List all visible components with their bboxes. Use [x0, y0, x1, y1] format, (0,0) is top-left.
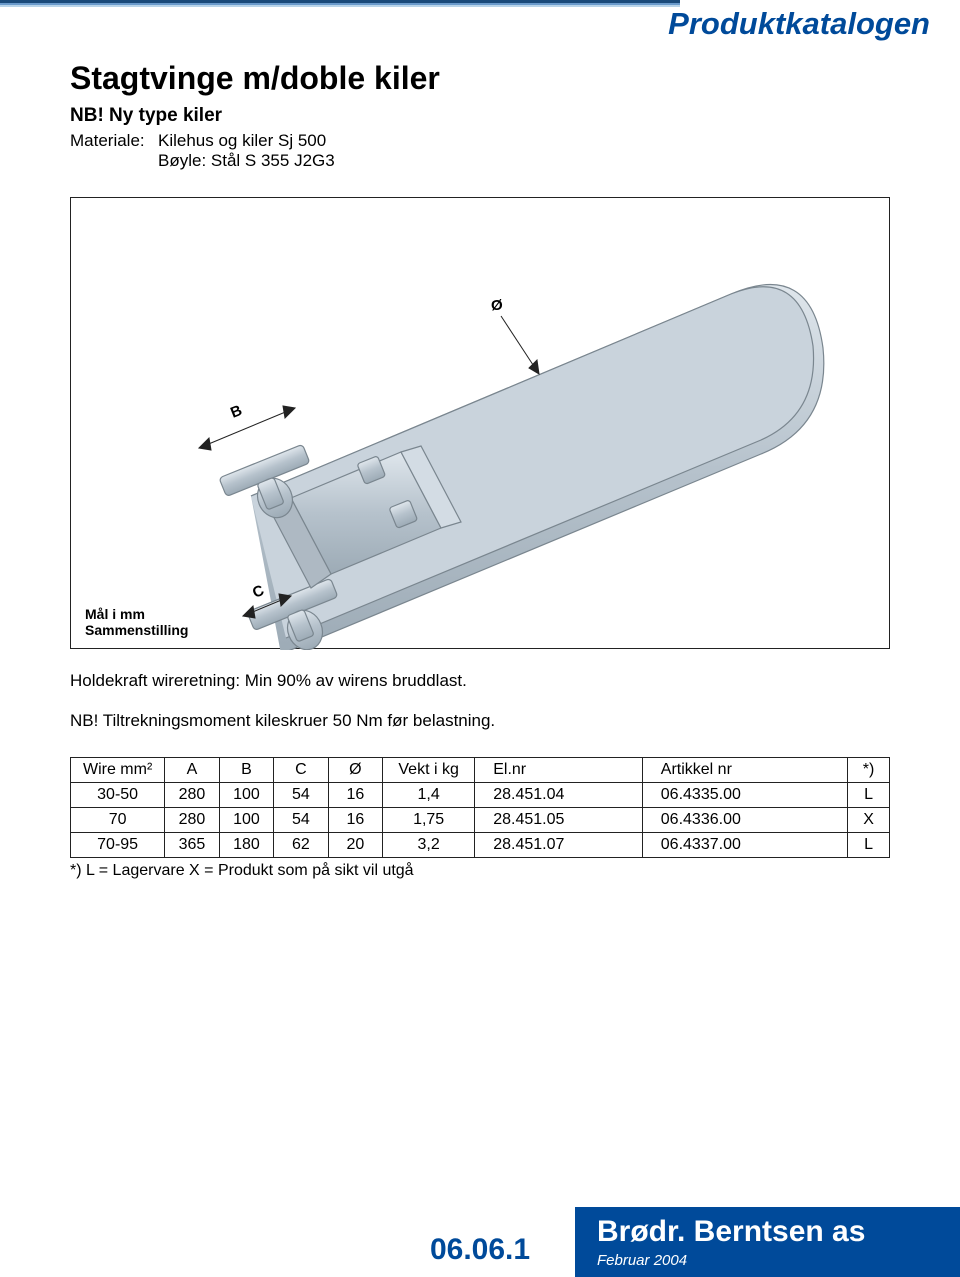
- table-row: 30-50 280 100 54 16 1,4 28.451.04 06.433…: [71, 783, 890, 808]
- footer-company: Brødr. Berntsen as: [575, 1207, 960, 1249]
- col-header-a: A: [165, 758, 219, 783]
- product-title: Stagtvinge m/doble kiler: [70, 60, 890, 97]
- col-header-c: C: [274, 758, 328, 783]
- dim-label-b: B: [228, 402, 245, 422]
- col-header-o: Ø: [328, 758, 382, 783]
- material-label: Materiale:: [70, 131, 158, 151]
- col-header-wire: Wire mm²: [71, 758, 165, 783]
- col-header-b: B: [219, 758, 273, 783]
- col-header-elnr: El.nr: [475, 758, 643, 783]
- bar-light: [0, 5, 680, 7]
- table-footnote: *) L = Lagervare X = Produkt som på sikt…: [70, 862, 890, 880]
- tiltrek-note: NB! Tiltrekningsmoment kileskruer 50 Nm …: [70, 711, 890, 731]
- material-block: Materiale: Kilehus og kiler Sj 500 Bøyle…: [70, 131, 890, 171]
- table-header-row: Wire mm² A B C Ø Vekt i kg El.nr Artikke…: [71, 758, 890, 783]
- dim-label-o: Ø: [491, 297, 503, 314]
- spec-table: Wire mm² A B C Ø Vekt i kg El.nr Artikke…: [70, 757, 890, 858]
- dim-label-c: C: [250, 582, 267, 602]
- catalog-title: Produktkatalogen: [668, 6, 930, 42]
- col-header-art: Artikkel nr: [642, 758, 847, 783]
- col-header-flag: *): [848, 758, 890, 783]
- diagram-caption: Mål i mm Sammenstilling: [85, 606, 188, 638]
- technical-diagram: A: [70, 197, 890, 649]
- diagram-caption-1: Mål i mm: [85, 606, 188, 622]
- holdekraft-note: Holdekraft wireretning: Min 90% av wiren…: [70, 671, 890, 691]
- table-row: 70 280 100 54 16 1,75 28.451.05 06.4336.…: [71, 808, 890, 833]
- content-area: Stagtvinge m/doble kiler NB! Ny type kil…: [70, 60, 890, 880]
- diagram-caption-2: Sammenstilling: [85, 622, 188, 638]
- col-header-vekt: Vekt i kg: [383, 758, 475, 783]
- page-number: 06.06.1: [430, 1233, 530, 1267]
- footer-block: Brødr. Berntsen as Februar 2004: [575, 1207, 960, 1277]
- footer-date: Februar 2004: [575, 1249, 960, 1269]
- diagram-svg: A: [71, 198, 891, 650]
- nb-new-type: NB! Ny type kiler: [70, 105, 890, 127]
- header-accent-bars: [0, 0, 680, 7]
- table-row: 70-95 365 180 62 20 3,2 28.451.07 06.433…: [71, 833, 890, 858]
- material-line-2: Bøyle: Stål S 355 J2G3: [158, 151, 890, 171]
- material-line-1: Kilehus og kiler Sj 500: [158, 131, 326, 151]
